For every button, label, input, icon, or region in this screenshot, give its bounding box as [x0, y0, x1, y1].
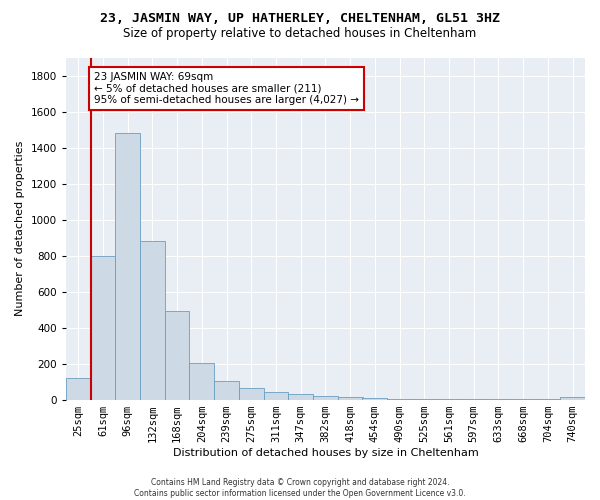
Bar	[387, 398, 412, 400]
Bar	[66, 378, 91, 400]
Bar	[115, 133, 140, 400]
Bar	[362, 398, 387, 400]
Bar	[313, 396, 338, 400]
Bar	[239, 388, 263, 400]
Text: Size of property relative to detached houses in Cheltenham: Size of property relative to detached ho…	[124, 28, 476, 40]
Bar	[214, 380, 239, 400]
Bar	[412, 399, 437, 400]
Y-axis label: Number of detached properties: Number of detached properties	[15, 141, 25, 316]
Text: Contains HM Land Registry data © Crown copyright and database right 2024.
Contai: Contains HM Land Registry data © Crown c…	[134, 478, 466, 498]
Text: 23 JASMIN WAY: 69sqm
← 5% of detached houses are smaller (211)
95% of semi-detac: 23 JASMIN WAY: 69sqm ← 5% of detached ho…	[94, 72, 359, 105]
Bar	[165, 312, 190, 400]
Bar	[91, 256, 115, 400]
Bar	[289, 394, 313, 400]
Bar	[190, 362, 214, 400]
Text: 23, JASMIN WAY, UP HATHERLEY, CHELTENHAM, GL51 3HZ: 23, JASMIN WAY, UP HATHERLEY, CHELTENHAM…	[100, 12, 500, 26]
X-axis label: Distribution of detached houses by size in Cheltenham: Distribution of detached houses by size …	[173, 448, 478, 458]
Bar	[338, 397, 362, 400]
Bar	[263, 392, 289, 400]
Bar	[560, 397, 585, 400]
Bar	[140, 241, 165, 400]
